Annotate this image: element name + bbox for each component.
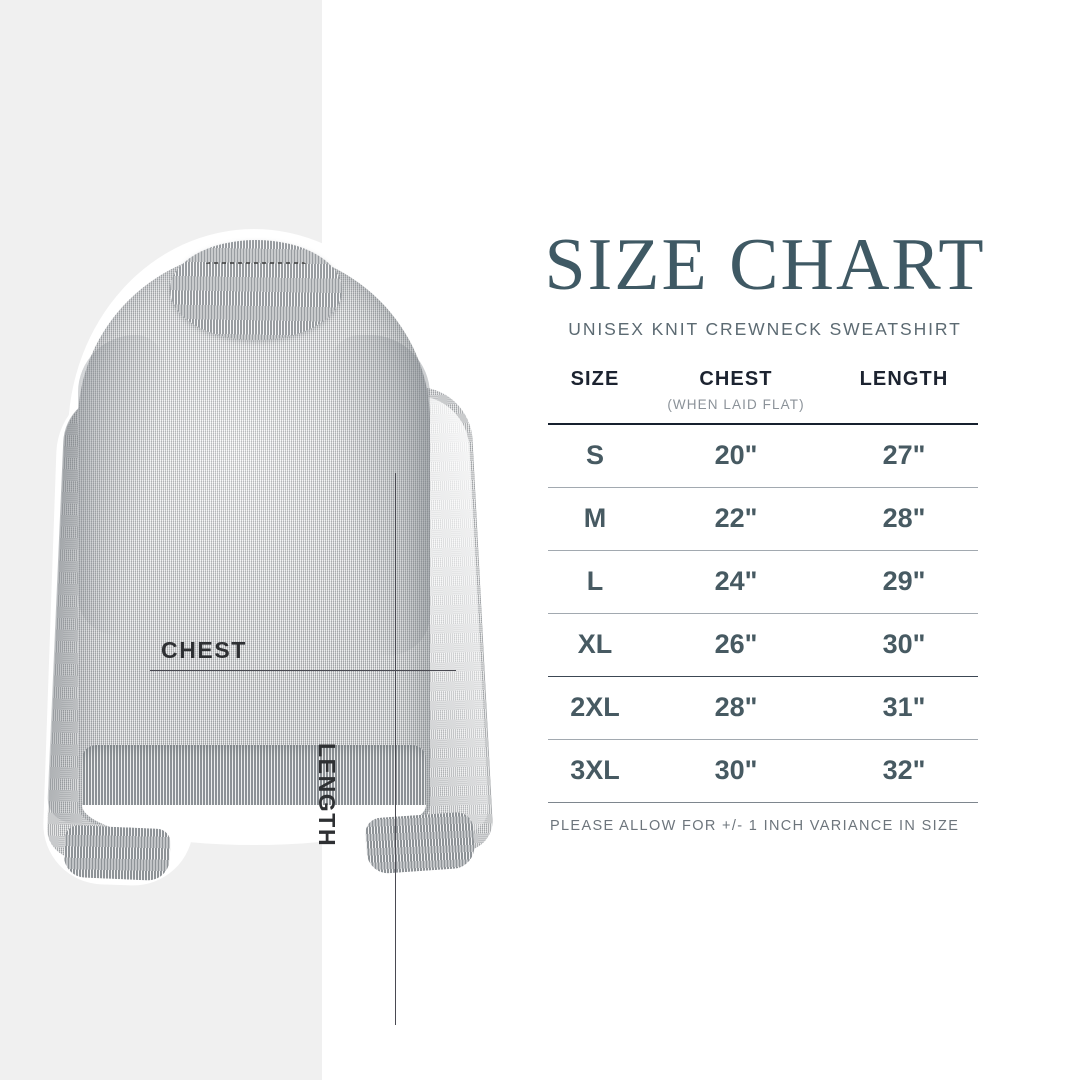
page-title: SIZE CHART: [544, 224, 986, 306]
column-header-size: SIZE: [548, 368, 642, 424]
table-row: M 22" 28": [548, 487, 978, 551]
collar-ribbing: [170, 240, 342, 340]
sweatshirt-graphic: [30, 215, 510, 905]
column-header-chest: CHEST (WHEN LAID FLAT): [642, 368, 830, 424]
length-measure-label: LENGTH: [314, 743, 340, 848]
chest-measure-line: [150, 670, 456, 671]
cell-size: 3XL: [548, 739, 642, 803]
cell-length: 29": [830, 550, 978, 614]
length-measure-line: [395, 473, 396, 1025]
table-row: S 20" 27": [548, 423, 978, 488]
size-table: SIZE CHEST (WHEN LAID FLAT) LENGTH S: [548, 368, 978, 803]
variance-note: PLEASE ALLOW FOR +/- 1 INCH VARIANCE IN …: [550, 817, 960, 834]
column-header-size-label: SIZE: [570, 368, 620, 390]
table-header-row: SIZE CHEST (WHEN LAID FLAT) LENGTH: [548, 368, 978, 424]
table-row: XL 26" 30": [548, 613, 978, 677]
cuff-right: [364, 811, 476, 875]
cell-size: S: [548, 423, 642, 488]
cell-length: 28": [830, 487, 978, 551]
cell-size: XL: [548, 613, 642, 677]
shoulder-shadow-left: [78, 335, 164, 635]
column-header-size-sub: [548, 391, 642, 417]
cell-chest: 20": [642, 423, 830, 488]
cell-length: 32": [830, 739, 978, 803]
column-header-length-label: LENGTH: [859, 368, 949, 390]
column-header-length-sub: [830, 391, 978, 417]
cuff-left: [62, 824, 172, 882]
column-header-length: LENGTH: [830, 368, 978, 424]
cell-length: 27": [830, 423, 978, 488]
cell-size: M: [548, 487, 642, 551]
collar-stitching: [206, 258, 306, 270]
column-header-chest-sub: (WHEN LAID FLAT): [667, 397, 805, 412]
sweatshirt-torso: [78, 249, 430, 825]
table-row: 3XL 30" 32": [548, 739, 978, 803]
table-row: 2XL 28" 31": [548, 676, 978, 740]
chest-measure-label: CHEST: [161, 637, 247, 663]
cell-size: L: [548, 550, 642, 614]
shoulder-shadow-right: [330, 335, 430, 655]
table-row: L 24" 29": [548, 550, 978, 614]
cell-chest: 24": [642, 550, 830, 614]
cell-chest: 22": [642, 487, 830, 551]
cell-size: 2XL: [548, 676, 642, 740]
column-header-chest-label: CHEST: [699, 368, 773, 390]
page-subtitle: UNISEX KNIT CREWNECK SWEATSHIRT: [568, 319, 962, 339]
cell-length: 30": [830, 613, 978, 677]
cell-chest: 28": [642, 676, 830, 740]
cell-chest: 26": [642, 613, 830, 677]
size-chart-panel: SIZE CHART UNISEX KNIT CREWNECK SWEATSHI…: [520, 228, 1010, 834]
cell-chest: 30": [642, 739, 830, 803]
cell-length: 31": [830, 676, 978, 740]
product-image: CHEST LENGTH: [30, 215, 514, 1025]
